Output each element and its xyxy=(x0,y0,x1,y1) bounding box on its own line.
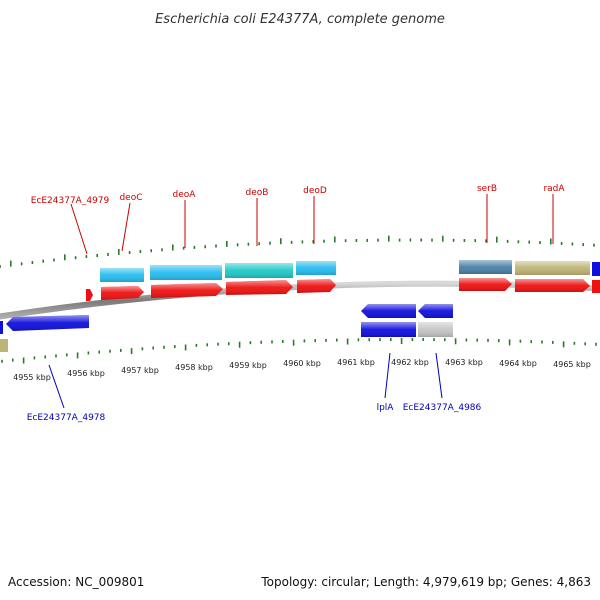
cds-arrow[interactable] xyxy=(0,321,3,334)
tick-label: 4961 kbp xyxy=(337,358,375,367)
reverse-gene-track xyxy=(0,304,453,352)
gene-label[interactable]: EcE24377A_4986 xyxy=(403,403,482,413)
gene-label[interactable]: deoB xyxy=(246,188,269,198)
gene-label[interactable]: EcE24377A_4979 xyxy=(31,196,110,206)
gene-label[interactable]: radA xyxy=(543,184,565,194)
label-leader-line xyxy=(48,364,65,409)
gene-label[interactable]: serB xyxy=(477,184,497,194)
accession-text: Accession: NC_009801 xyxy=(8,575,144,589)
tick-label: 4958 kbp xyxy=(175,363,213,372)
gene-label[interactable]: deoD xyxy=(303,186,327,196)
reverse-gene-labels: EcE24377A_4978 lplA EcE24377A_4986 xyxy=(27,352,482,423)
forward-gene-track xyxy=(100,260,600,282)
label-leader-line xyxy=(121,202,131,252)
tick-label: 4965 kbp xyxy=(553,360,591,369)
gene-feature[interactable] xyxy=(0,339,8,352)
tick-label: 4964 kbp xyxy=(499,359,537,368)
forward-gene-labels: EcE24377A_4979 deoC deoA deoB deoD serB … xyxy=(31,184,565,255)
gene-feature[interactable] xyxy=(592,262,600,276)
forward-cds-track xyxy=(86,278,600,301)
tick-label: 4959 kbp xyxy=(229,361,267,370)
map-title: Escherichia coli E24377A, complete genom… xyxy=(155,12,445,27)
reverse-tick-ruler xyxy=(1,338,597,364)
cds-arrow[interactable] xyxy=(86,289,93,301)
label-leader-line xyxy=(70,203,88,255)
label-leader-line xyxy=(384,352,391,399)
gene-label[interactable]: deoC xyxy=(119,193,142,203)
forward-tick-ruler xyxy=(0,235,595,268)
tick-label: 4963 kbp xyxy=(445,358,483,367)
genome-summary-text: Topology: circular; Length: 4,979,619 bp… xyxy=(260,575,591,589)
tick-label: 4957 kbp xyxy=(121,366,159,375)
gene-label[interactable]: EcE24377A_4978 xyxy=(27,413,106,423)
tick-label: 4962 kbp xyxy=(391,358,429,367)
scale-labels: 4955 kbp 4956 kbp 4957 kbp 4958 kbp 4959… xyxy=(13,358,591,382)
tick-label: 4960 kbp xyxy=(283,359,321,368)
tick-label: 4956 kbp xyxy=(67,369,105,378)
gene-label[interactable]: deoA xyxy=(173,190,197,200)
label-leader-line xyxy=(435,352,443,399)
gene-label[interactable]: lplA xyxy=(377,403,395,413)
tick-label: 4955 kbp xyxy=(13,373,51,382)
cds-arrow[interactable] xyxy=(592,280,600,293)
